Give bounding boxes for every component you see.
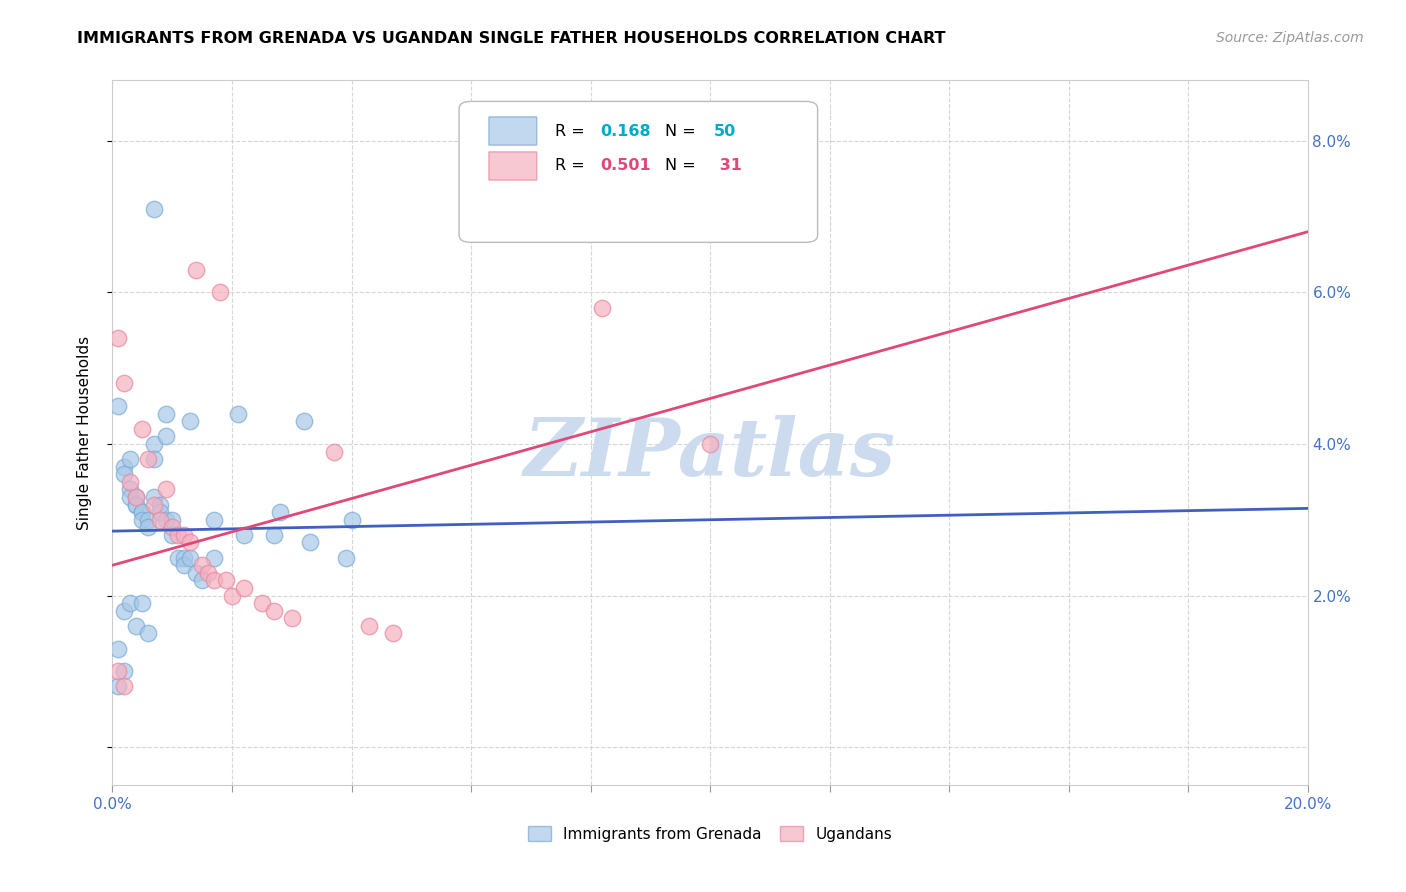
- Point: [125, 498, 148, 512]
- Point: [202, 550, 225, 565]
- Point: [167, 550, 190, 565]
- Point: [149, 513, 172, 527]
- Point: [114, 665, 135, 679]
- Point: [138, 626, 160, 640]
- Text: Source: ZipAtlas.com: Source: ZipAtlas.com: [1216, 31, 1364, 45]
- Point: [269, 505, 291, 519]
- Point: [143, 498, 166, 512]
- Point: [155, 513, 177, 527]
- Point: [162, 520, 183, 534]
- Point: [143, 452, 166, 467]
- Point: [592, 301, 614, 315]
- Point: [107, 680, 129, 694]
- Point: [322, 444, 344, 458]
- Point: [138, 520, 160, 534]
- Point: [173, 550, 195, 565]
- Point: [263, 528, 285, 542]
- Point: [359, 619, 381, 633]
- Point: [120, 475, 142, 489]
- Point: [179, 414, 201, 428]
- Point: [149, 505, 172, 519]
- Point: [107, 641, 129, 656]
- Point: [125, 619, 148, 633]
- FancyBboxPatch shape: [489, 117, 537, 145]
- Text: 0.168: 0.168: [600, 123, 651, 138]
- Point: [114, 467, 135, 482]
- Point: [281, 611, 304, 625]
- Point: [202, 574, 225, 588]
- Legend: Immigrants from Grenada, Ugandans: Immigrants from Grenada, Ugandans: [522, 820, 898, 847]
- Point: [186, 262, 208, 277]
- Point: [143, 490, 166, 504]
- Point: [215, 574, 238, 588]
- Point: [233, 528, 256, 542]
- Point: [120, 452, 142, 467]
- FancyBboxPatch shape: [489, 152, 537, 180]
- FancyBboxPatch shape: [458, 102, 818, 243]
- Point: [179, 550, 201, 565]
- Point: [335, 550, 357, 565]
- Point: [263, 604, 285, 618]
- Point: [173, 528, 195, 542]
- Point: [131, 505, 153, 519]
- Text: R =: R =: [554, 159, 589, 173]
- Point: [143, 202, 166, 216]
- Point: [114, 459, 135, 474]
- Point: [186, 566, 208, 580]
- Point: [292, 414, 315, 428]
- Point: [155, 429, 177, 443]
- Point: [114, 376, 135, 391]
- Point: [162, 528, 183, 542]
- Point: [138, 513, 160, 527]
- Point: [162, 513, 183, 527]
- Point: [191, 574, 214, 588]
- Point: [120, 483, 142, 497]
- Point: [340, 513, 363, 527]
- Point: [233, 581, 256, 595]
- Point: [226, 407, 249, 421]
- Point: [209, 285, 232, 300]
- Point: [114, 604, 135, 618]
- Point: [179, 535, 201, 549]
- Point: [107, 331, 129, 345]
- Point: [125, 490, 148, 504]
- Y-axis label: Single Father Households: Single Father Households: [77, 335, 91, 530]
- Point: [125, 490, 148, 504]
- Point: [197, 566, 219, 580]
- Point: [120, 490, 142, 504]
- Point: [250, 596, 273, 610]
- Text: 0.501: 0.501: [600, 159, 651, 173]
- Text: IMMIGRANTS FROM GRENADA VS UGANDAN SINGLE FATHER HOUSEHOLDS CORRELATION CHART: IMMIGRANTS FROM GRENADA VS UGANDAN SINGL…: [77, 31, 946, 46]
- Point: [202, 513, 225, 527]
- Point: [143, 437, 166, 451]
- Point: [125, 498, 148, 512]
- Point: [120, 596, 142, 610]
- Point: [131, 513, 153, 527]
- Point: [191, 558, 214, 573]
- Point: [114, 680, 135, 694]
- Text: 31: 31: [714, 159, 741, 173]
- Point: [131, 422, 153, 436]
- Point: [149, 498, 172, 512]
- Point: [167, 528, 190, 542]
- Point: [138, 452, 160, 467]
- Point: [107, 665, 129, 679]
- Point: [131, 596, 153, 610]
- Point: [382, 626, 405, 640]
- Text: N =: N =: [665, 123, 700, 138]
- Text: ZIPatlas: ZIPatlas: [524, 415, 896, 492]
- Point: [155, 483, 177, 497]
- Text: N =: N =: [665, 159, 700, 173]
- Point: [173, 558, 195, 573]
- Point: [221, 589, 243, 603]
- Point: [298, 535, 321, 549]
- Text: R =: R =: [554, 123, 589, 138]
- Point: [699, 437, 721, 451]
- Point: [155, 407, 177, 421]
- Point: [131, 505, 153, 519]
- Point: [107, 399, 129, 413]
- Text: 50: 50: [714, 123, 735, 138]
